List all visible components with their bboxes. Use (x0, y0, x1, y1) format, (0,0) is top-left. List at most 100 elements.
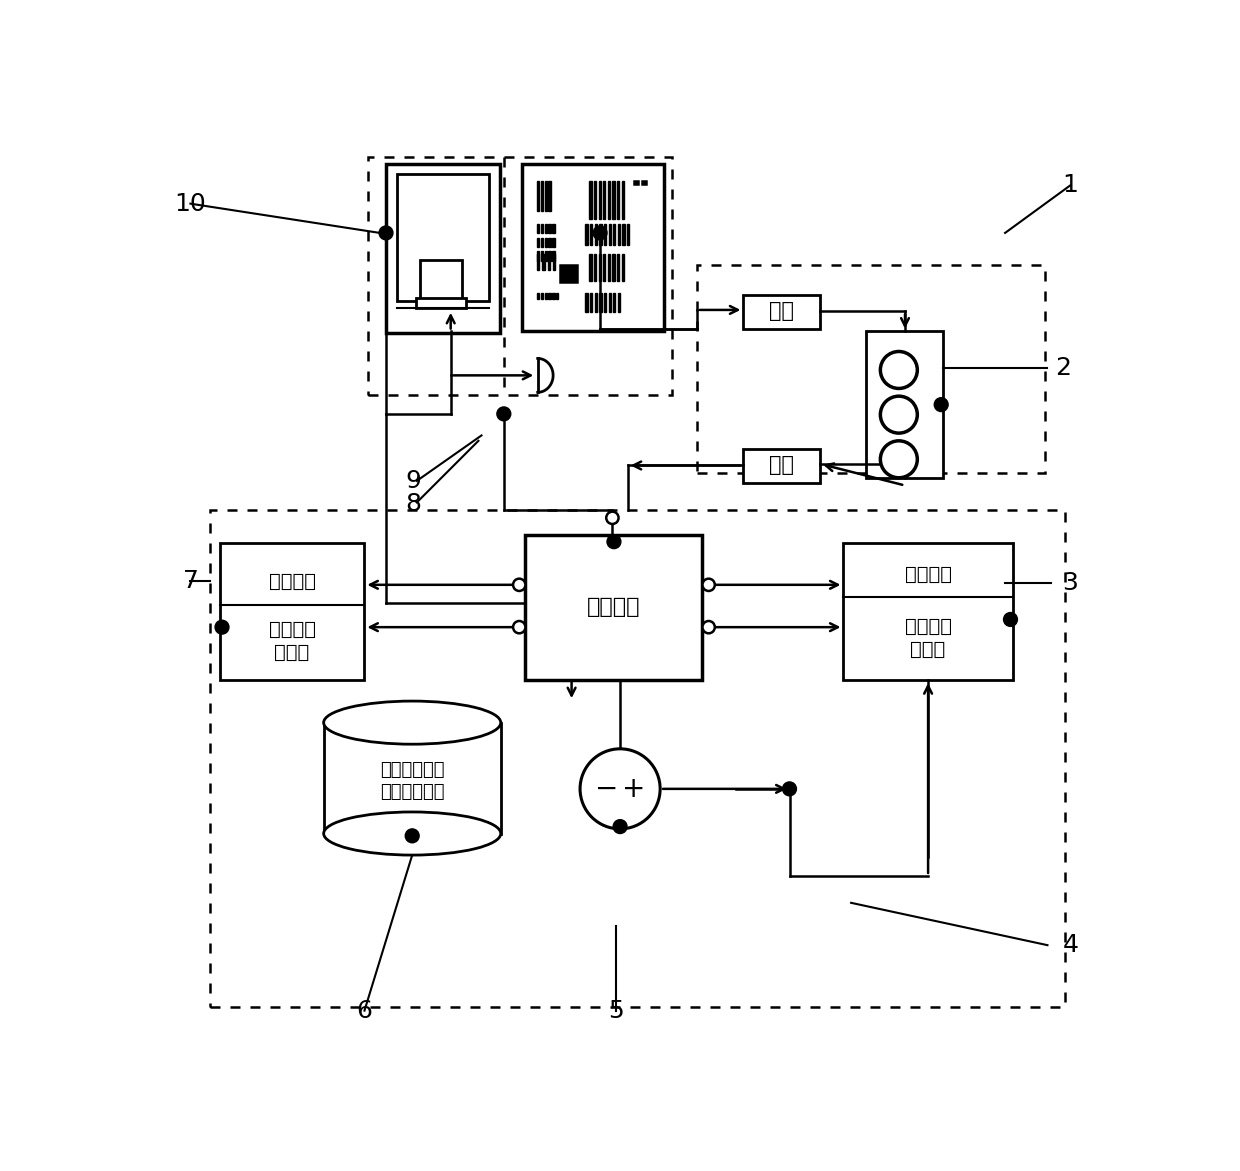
Circle shape (405, 829, 419, 843)
Bar (552, 238, 554, 247)
Text: 明文: 明文 (769, 301, 795, 322)
Bar (603, 180, 605, 219)
Bar (544, 293, 547, 299)
Bar (552, 224, 554, 233)
Bar (599, 254, 601, 281)
Bar (544, 252, 547, 261)
Circle shape (703, 578, 714, 591)
Bar (537, 224, 539, 233)
Bar (590, 224, 593, 245)
Circle shape (593, 226, 608, 240)
Bar (386, 164, 500, 333)
Bar (552, 293, 554, 299)
Bar (219, 543, 365, 680)
Text: 2: 2 (1055, 356, 1071, 379)
Circle shape (613, 820, 627, 834)
Bar (537, 254, 539, 269)
Bar (417, 297, 466, 308)
Bar (618, 293, 620, 313)
Bar (604, 293, 606, 313)
Bar (324, 723, 501, 834)
Bar (621, 180, 624, 219)
Bar (618, 224, 620, 245)
Bar (553, 254, 556, 269)
Bar (599, 180, 601, 219)
Bar (552, 252, 554, 261)
Bar (542, 254, 544, 269)
Bar (743, 448, 821, 484)
Circle shape (782, 782, 796, 796)
Bar (608, 180, 610, 219)
Bar (594, 254, 596, 281)
Bar (585, 293, 588, 313)
Bar (618, 180, 619, 219)
Bar (599, 224, 601, 245)
Bar (585, 224, 588, 245)
Bar (211, 511, 1065, 1007)
Circle shape (880, 440, 918, 478)
Text: +: + (622, 775, 646, 803)
Bar (603, 254, 605, 281)
Bar (622, 224, 625, 245)
Bar (548, 293, 551, 299)
Text: 报信号: 报信号 (910, 641, 946, 659)
Bar (867, 331, 944, 478)
Circle shape (606, 512, 619, 523)
Bar (590, 293, 593, 313)
Bar (544, 238, 547, 247)
Bar (541, 252, 543, 261)
Bar (544, 224, 547, 233)
Bar (608, 254, 610, 281)
Text: 3: 3 (1063, 571, 1079, 595)
Bar (526, 535, 703, 679)
Circle shape (513, 578, 526, 591)
Bar (641, 180, 646, 184)
Bar (548, 252, 551, 261)
Bar (397, 174, 490, 301)
Circle shape (703, 621, 714, 634)
Circle shape (513, 621, 526, 634)
Circle shape (608, 535, 621, 549)
Bar (589, 254, 591, 281)
Text: 软件与算法）: 软件与算法） (379, 783, 444, 801)
Bar (541, 238, 543, 247)
Bar (537, 252, 539, 261)
Bar (537, 293, 539, 299)
Text: 4: 4 (1063, 933, 1079, 957)
Text: 10: 10 (175, 192, 206, 215)
Bar (843, 543, 1013, 680)
Text: 控制中心: 控制中心 (588, 597, 641, 617)
Bar (595, 224, 596, 245)
Bar (541, 180, 543, 211)
Text: −: − (595, 775, 618, 803)
Bar (589, 180, 591, 219)
Bar (560, 266, 577, 282)
Circle shape (497, 408, 511, 420)
Bar (697, 266, 1045, 473)
Text: 频信号: 频信号 (274, 643, 310, 662)
Bar (548, 224, 551, 233)
Bar (627, 224, 630, 245)
Bar (420, 260, 463, 300)
Text: 9: 9 (405, 468, 422, 493)
Bar (595, 293, 596, 313)
Text: 数据库（内置: 数据库（内置 (379, 761, 444, 780)
Bar (548, 238, 551, 247)
Circle shape (934, 398, 949, 411)
Ellipse shape (324, 701, 501, 745)
Bar (634, 180, 637, 184)
Bar (609, 293, 611, 313)
Bar (743, 295, 821, 329)
Bar (541, 224, 543, 233)
Ellipse shape (324, 812, 501, 855)
Bar (613, 180, 615, 219)
Bar (618, 254, 619, 281)
Text: 交互电路: 交互电路 (269, 573, 315, 591)
Bar (613, 293, 615, 313)
Text: 7: 7 (182, 569, 198, 593)
Text: 解锁或警: 解锁或警 (905, 617, 951, 636)
Bar (594, 180, 596, 219)
Bar (621, 254, 624, 281)
Bar (537, 180, 539, 211)
Text: 密文: 密文 (769, 456, 795, 475)
